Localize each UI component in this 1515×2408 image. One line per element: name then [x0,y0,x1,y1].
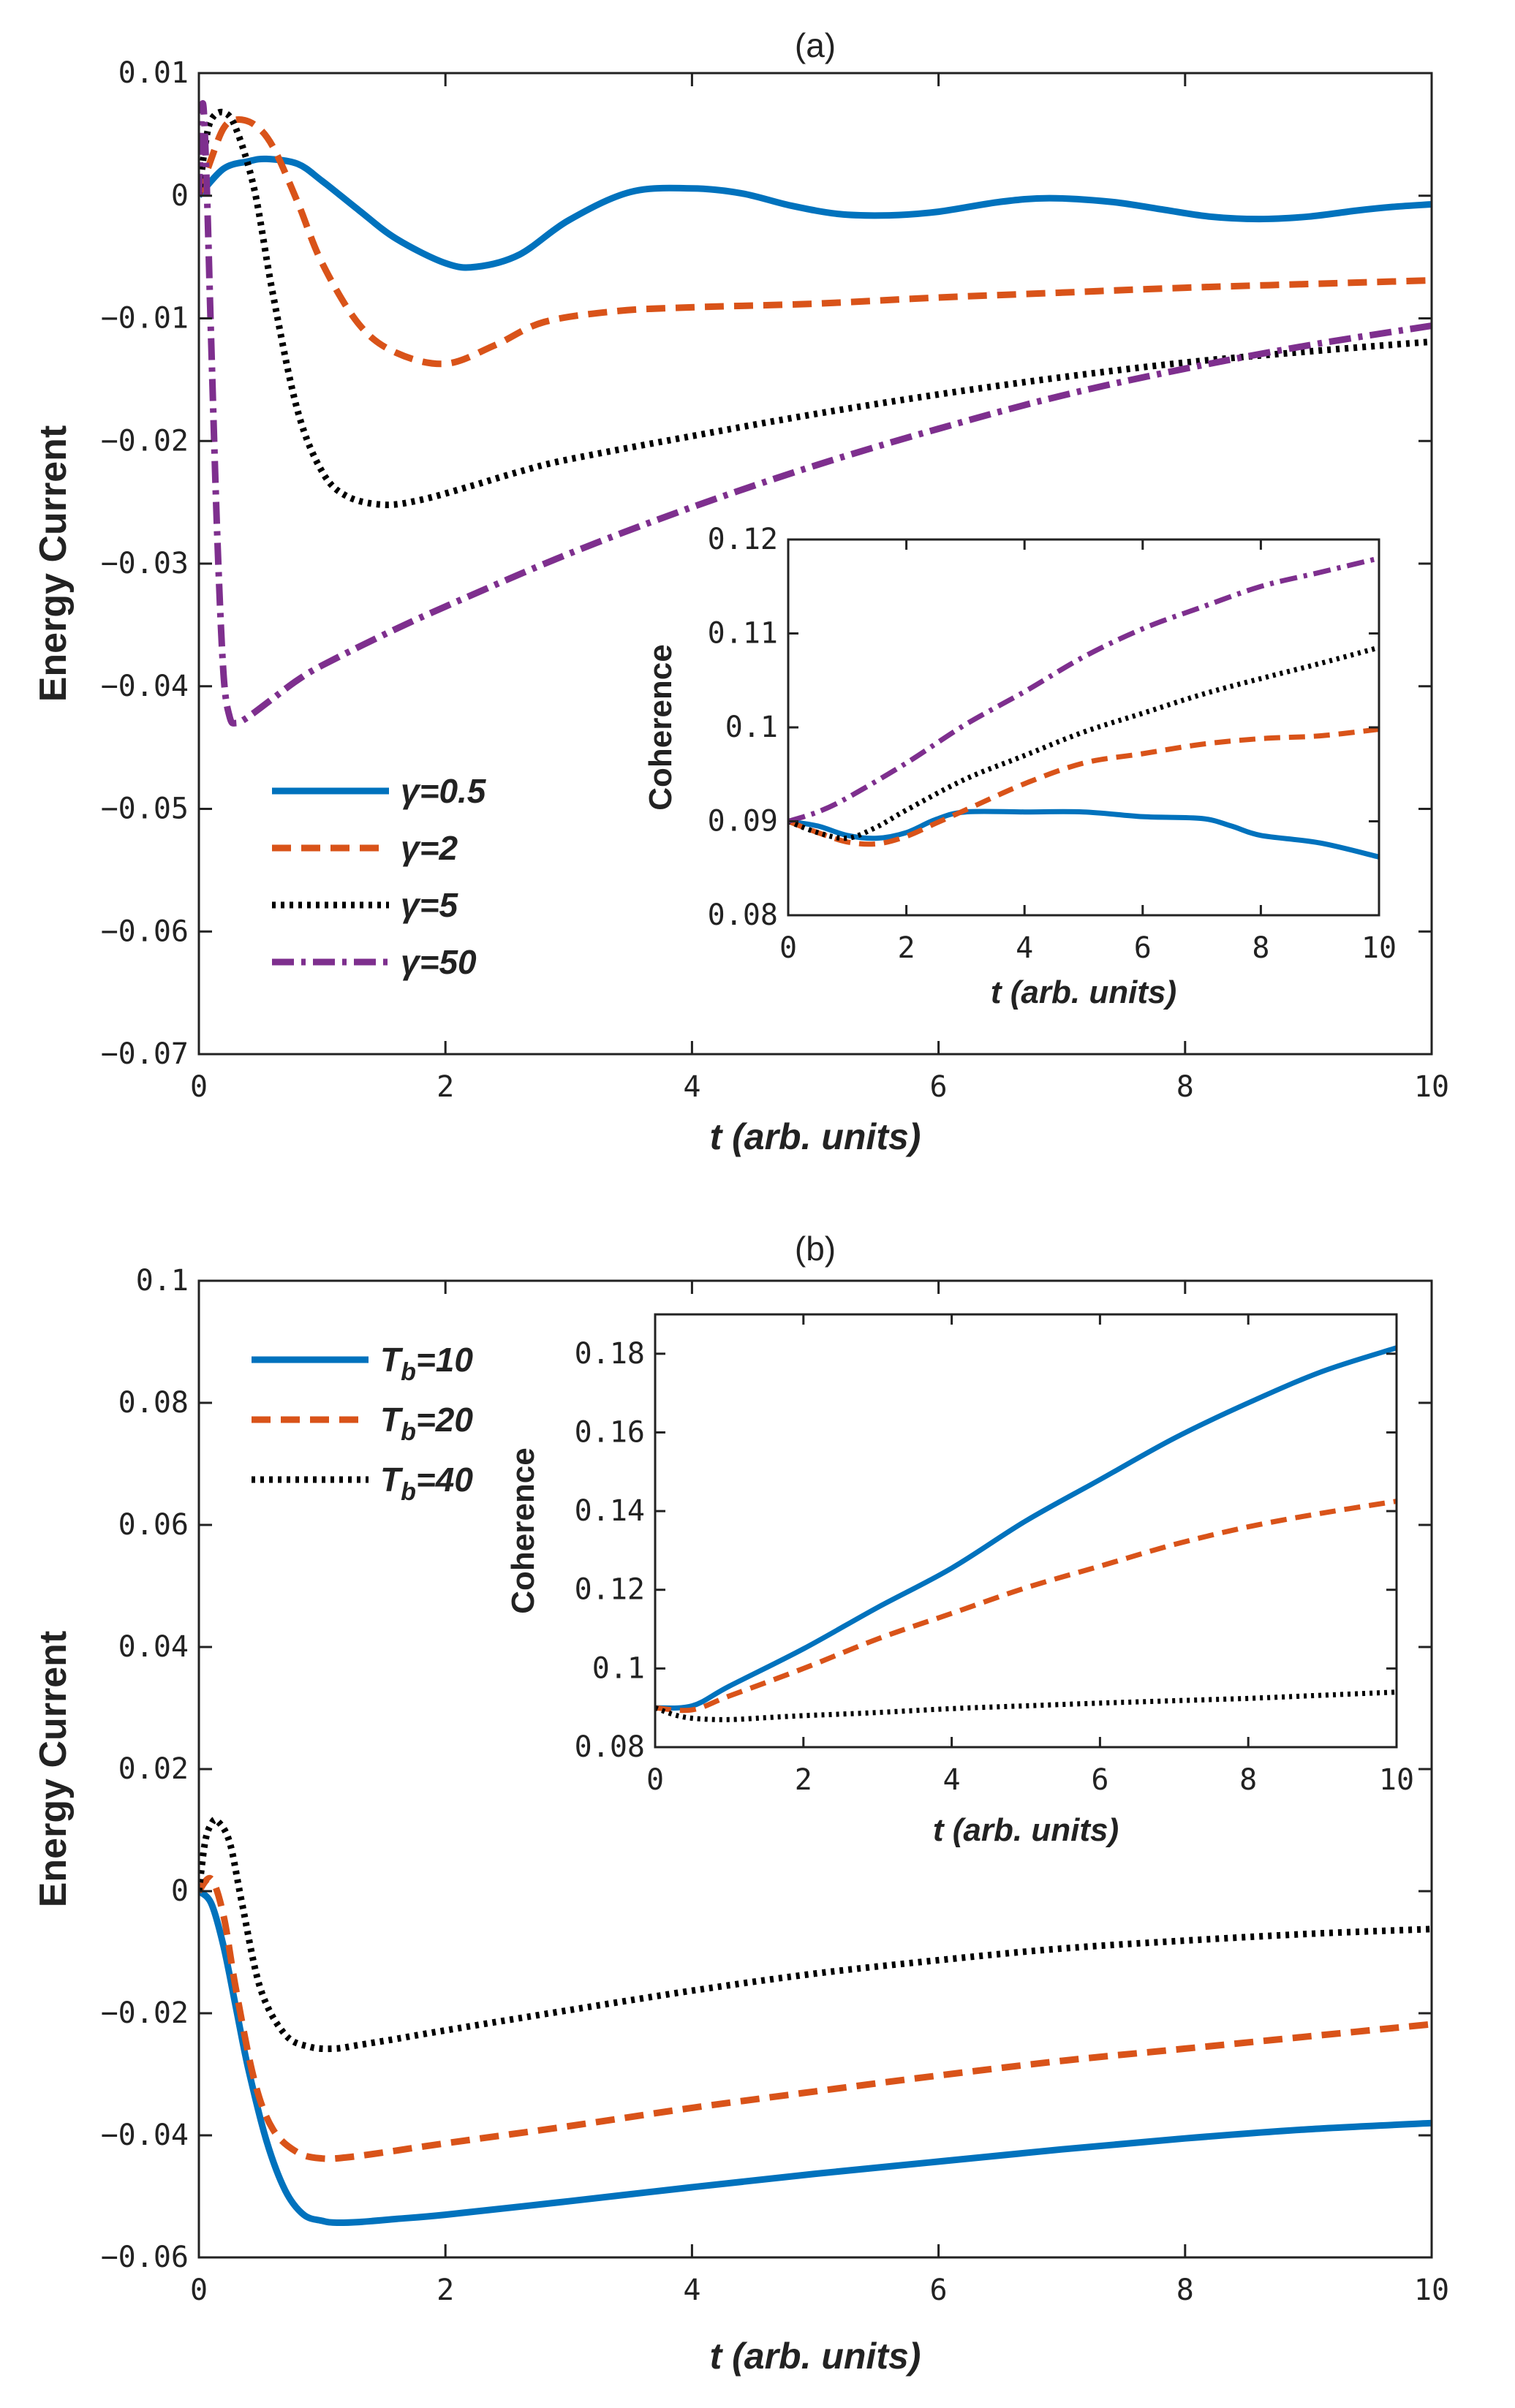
b-inset-xlabel: t (arb. units) [933,1812,1119,1848]
a-main-ytick-label-4: −0.03 [101,547,189,580]
a-main-ytick-label-6: −0.01 [101,302,189,336]
a-inset-xtick-label-5: 10 [1361,931,1397,965]
a-main-series-0-line [199,155,1432,271]
b-main-xtick-label-1: 2 [437,2273,454,2307]
b-main-ytick-label-1: −0.04 [101,2119,189,2152]
a-main-ytick-label-7: 0 [171,179,189,213]
b-inset-xtick-label-0: 0 [646,1763,664,1797]
a-main-xtick-label-4: 8 [1176,1070,1194,1104]
b-inset-xtick-label-2: 4 [943,1763,961,1797]
b-inset-ylabel: Coherence [505,1447,541,1613]
b-main-ytick-label-7: 0.08 [118,1386,189,1420]
b-inset-xtick-label-1: 2 [795,1763,812,1797]
b-inset-ytick-label-0: 0.08 [575,1730,645,1764]
a-main-ytick-label-5: −0.02 [101,424,189,458]
b-inset-ytick-label-3: 0.14 [575,1494,645,1528]
b-main-xtick-label-5: 10 [1414,2273,1449,2307]
b-main-ytick-label-5: 0.04 [118,1630,189,1664]
a-inset-panel: 0 2 4 6 8 10 0.08 0.09 0.1 0.11 0.12 t (arb. units)… [643,523,1397,1010]
b-legend: Tb=10 Tb=20 Tb=40 [252,1341,473,1506]
b-main-title: (b) [795,1230,836,1268]
a-main-ytick-label-0: −0.07 [101,1037,189,1071]
b-main-ytick-label-8: 0.1 [136,1264,189,1298]
a-inset-xlabel: t (arb. units) [991,974,1176,1010]
a-inset-ytick-label-1: 0.09 [708,805,778,838]
a-inset-xtick-label-2: 4 [1016,931,1033,965]
a-inset-series-3-line [788,556,1379,824]
b-main-ylabel: Energy Current [32,1631,75,1908]
a-main-xtick-label-0: 0 [190,1070,208,1104]
b-inset-ytick-label-1: 0.1 [592,1651,645,1685]
a-main-xtick-label-3: 6 [930,1070,948,1104]
b-inset-panel: 0 2 4 6 8 10 0.08 0.1 0.12 0.14 0.16 0.18 t (arb. un… [505,1313,1414,1848]
a-main-xtick-label-5: 10 [1414,1070,1449,1104]
a-main-series-3-line [199,100,1432,727]
a-legend-label-0: γ=0.5 [401,772,487,810]
a-inset-plot-area [788,539,1379,915]
b-inset-ytick-label-4: 0.16 [575,1415,645,1449]
a-legend: γ=0.5 γ=2 γ=5 γ=50 [272,772,487,981]
b-inset-axes-box [654,1313,1398,1749]
b-inset-ytick-label-2: 0.12 [575,1573,645,1607]
a-main-xtick-label-1: 2 [437,1070,454,1104]
a-inset-xtick-label-3: 6 [1134,931,1152,965]
b-main-series-2-line [199,1816,1432,2053]
a-main-xtick-label-2: 4 [683,1070,700,1104]
b-main-ytick-label-2: −0.02 [101,1996,189,2030]
a-inset-xtick-label-1: 2 [898,931,915,965]
b-inset-xtick-label-4: 8 [1239,1763,1257,1797]
b-main-xtick-label-4: 8 [1176,2273,1194,2307]
b-legend-label-2: Tb=40 [380,1461,473,1506]
a-main-ylabel: Energy Current [32,425,75,703]
b-main-ytick-label-3: 0 [171,1874,189,1908]
a-legend-label-1: γ=2 [401,829,458,867]
a-main-ytick-label-2: −0.05 [101,792,189,826]
a-inset-series-0-line [788,809,1379,860]
a-legend-label-2: γ=5 [401,886,458,924]
b-inset-series-1-line [655,1499,1397,1714]
b-main-series-1-line [199,1874,1432,2162]
a-inset-ytick-label-2: 0.1 [725,711,778,744]
b-inset-series-0-line [655,1345,1397,1711]
b-main-ytick-label-6: 0.06 [118,1508,189,1542]
a-main-ytick-label-1: −0.06 [101,915,189,948]
a-inset-series-1-line [788,727,1379,847]
b-main-ytick-label-0: −0.06 [101,2241,189,2274]
a-main-ytick-label-8: 0.01 [118,56,189,90]
b-main-xtick-label-0: 0 [190,2273,208,2307]
a-main-title: (a) [795,26,836,64]
b-inset-xtick-label-5: 10 [1379,1763,1414,1797]
a-inset-ytick-label-0: 0.08 [708,898,778,932]
b-main-xlabel: t (arb. units) [710,2336,921,2377]
a-inset-ytick-label-4: 0.12 [708,523,778,556]
a-inset-xtick-label-0: 0 [779,931,797,965]
a-inset-series-2-line [788,645,1379,841]
b-inset-xtick-label-3: 6 [1091,1763,1108,1797]
b-main-xtick-label-2: 4 [683,2273,700,2307]
a-main-xlabel: t (arb. units) [710,1116,921,1157]
b-main-ytick-label-4: 0.02 [118,1752,189,1786]
a-main-series-1-line [199,116,1432,368]
a-inset-ytick-label-3: 0.11 [708,617,778,651]
b-legend-label-0: Tb=10 [380,1341,473,1386]
b-inset-ytick-label-5: 0.18 [575,1337,645,1371]
a-main-ytick-label-3: −0.04 [101,670,189,703]
b-inset-plot-area [655,1314,1397,1747]
a-inset-xtick-label-4: 8 [1252,931,1269,965]
b-legend-label-1: Tb=20 [380,1401,473,1446]
a-inset-ylabel: Coherence [643,644,679,810]
a-legend-label-3: γ=50 [401,943,477,981]
b-main-xtick-label-3: 6 [930,2273,948,2307]
